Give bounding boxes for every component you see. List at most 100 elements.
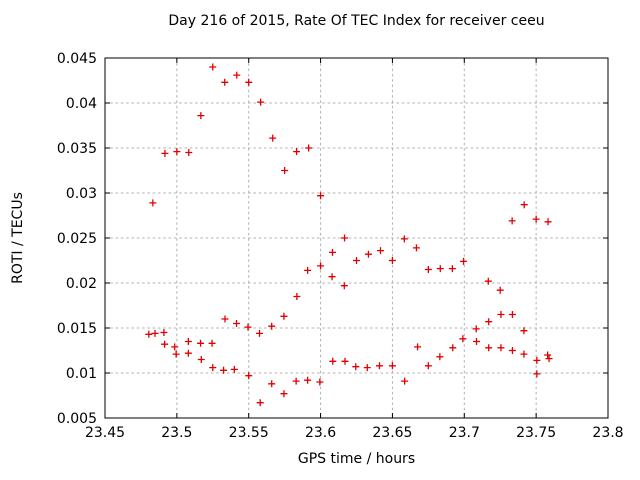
data-point-marker bbox=[220, 366, 228, 374]
data-point-marker bbox=[533, 370, 541, 378]
data-point-marker bbox=[269, 134, 277, 142]
data-point-marker bbox=[172, 350, 180, 358]
data-point-marker bbox=[508, 311, 516, 318]
data-point-marker bbox=[496, 286, 504, 294]
data-point-marker bbox=[436, 265, 444, 273]
data-point-marker bbox=[448, 265, 456, 273]
y-tick-label: 0.025 bbox=[57, 231, 97, 247]
data-point-marker bbox=[352, 363, 360, 371]
data-point-marker bbox=[340, 282, 348, 290]
x-tick-label: 23.75 bbox=[516, 425, 556, 441]
data-point-marker bbox=[375, 362, 383, 370]
data-point-marker bbox=[221, 78, 229, 86]
y-tick-label: 0.02 bbox=[66, 276, 97, 292]
data-point-marker bbox=[485, 344, 493, 352]
data-point-marker bbox=[256, 399, 264, 407]
data-point-marker bbox=[388, 362, 396, 370]
data-point-marker bbox=[532, 215, 540, 223]
data-point-marker bbox=[268, 380, 276, 388]
data-point-marker bbox=[388, 257, 396, 264]
x-tick-label: 23.7 bbox=[449, 425, 480, 441]
data-point-marker bbox=[293, 293, 301, 300]
y-tick-label: 0.045 bbox=[57, 51, 97, 67]
data-point-marker bbox=[244, 323, 252, 331]
x-tick-label: 23.65 bbox=[372, 425, 412, 441]
data-point-marker bbox=[317, 192, 325, 200]
data-point-marker bbox=[520, 350, 528, 358]
data-point-marker bbox=[197, 339, 205, 347]
data-point-marker bbox=[304, 376, 312, 384]
data-point-marker bbox=[544, 351, 552, 359]
data-point-marker bbox=[151, 329, 159, 337]
data-point-marker bbox=[472, 325, 480, 333]
data-point-marker bbox=[329, 248, 336, 256]
data-point-marker bbox=[400, 235, 408, 243]
data-point-marker bbox=[485, 318, 493, 326]
chart-title: Day 216 of 2015, Rate Of TEC Index for r… bbox=[168, 13, 545, 29]
data-point-marker bbox=[280, 390, 288, 398]
y-tick-label: 0.03 bbox=[66, 186, 97, 202]
data-point-marker bbox=[508, 347, 516, 354]
data-point-marker bbox=[508, 217, 516, 225]
data-point-marker bbox=[208, 339, 216, 347]
data-point-marker bbox=[173, 148, 181, 156]
data-point-marker bbox=[341, 234, 349, 242]
data-point-marker bbox=[353, 257, 360, 264]
data-point-marker bbox=[185, 149, 193, 156]
data-point-marker bbox=[281, 167, 289, 174]
data-point-marker bbox=[424, 362, 432, 370]
data-point-marker bbox=[280, 312, 288, 320]
data-point-marker bbox=[161, 149, 169, 157]
data-point-marker bbox=[184, 349, 192, 357]
data-point-marker bbox=[497, 344, 505, 352]
data-point-marker bbox=[230, 365, 238, 373]
data-point-marker bbox=[293, 148, 301, 156]
data-point-marker bbox=[460, 257, 468, 265]
data-point-marker bbox=[292, 377, 300, 385]
data-point-marker bbox=[364, 250, 372, 258]
y-tick-label: 0.015 bbox=[57, 321, 97, 337]
y-tick-label: 0.005 bbox=[57, 411, 97, 427]
data-point-marker bbox=[520, 201, 528, 209]
data-point-marker bbox=[255, 329, 263, 337]
data-point-marker bbox=[317, 262, 325, 270]
data-point-marker bbox=[497, 311, 505, 318]
data-point-marker bbox=[436, 353, 444, 361]
y-tick-label: 0.035 bbox=[57, 141, 97, 157]
data-point-marker bbox=[257, 98, 265, 106]
y-axis-label: ROTI / TECUs bbox=[10, 192, 26, 284]
data-point-marker bbox=[145, 330, 153, 338]
x-tick-label: 23.5 bbox=[161, 425, 192, 441]
data-point-marker bbox=[328, 273, 336, 281]
data-point-marker bbox=[149, 199, 157, 207]
data-point-marker bbox=[329, 357, 337, 365]
data-point-marker bbox=[160, 329, 168, 336]
data-point-marker bbox=[544, 218, 552, 226]
data-point-marker bbox=[209, 364, 217, 372]
data-point-marker bbox=[412, 244, 420, 252]
x-tick-label: 23.8 bbox=[592, 425, 623, 441]
data-point-marker bbox=[520, 327, 528, 335]
data-point-marker bbox=[245, 372, 253, 380]
data-point-marker bbox=[268, 322, 276, 330]
data-point-marker bbox=[424, 266, 432, 273]
data-point-marker bbox=[363, 364, 371, 372]
data-point-marker bbox=[171, 343, 179, 351]
data-point-marker bbox=[161, 340, 169, 348]
data-point-marker bbox=[184, 338, 192, 345]
data-point-marker bbox=[533, 356, 541, 364]
data-point-marker bbox=[401, 377, 409, 385]
x-axis-label: GPS time / hours bbox=[297, 451, 416, 467]
y-tick-label: 0.01 bbox=[66, 366, 97, 382]
data-point-marker bbox=[197, 356, 205, 363]
data-point-marker bbox=[316, 378, 324, 386]
data-point-marker bbox=[245, 78, 253, 86]
y-tick-label: 0.04 bbox=[66, 96, 97, 112]
data-point-marker bbox=[414, 343, 422, 351]
data-point-marker bbox=[473, 338, 481, 345]
data-point-marker bbox=[377, 247, 384, 255]
data-point-marker bbox=[197, 112, 205, 120]
data-point-marker bbox=[484, 277, 492, 285]
